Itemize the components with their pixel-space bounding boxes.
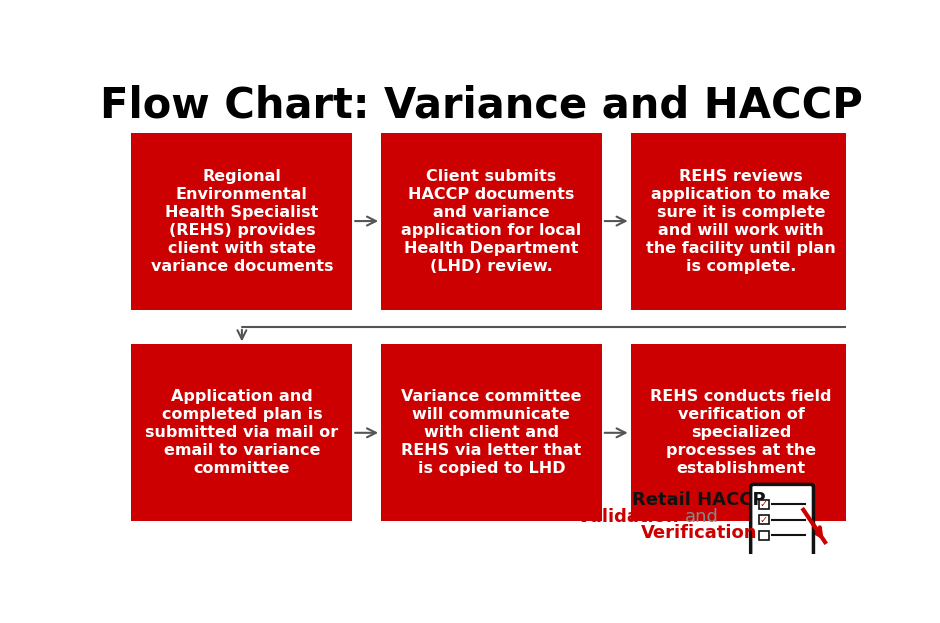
Text: Regional
Environmental
Health Specialist
(REHS) provides
client with state
varia: Regional Environmental Health Specialist… (150, 169, 333, 273)
Text: ✓: ✓ (760, 515, 768, 525)
FancyBboxPatch shape (760, 531, 769, 540)
Text: Variance committee
will communicate
with client and
REHS via letter that
is copi: Variance committee will communicate with… (401, 389, 582, 477)
Text: REHS conducts field
verification of
specialized
processes at the
establishment: REHS conducts field verification of spec… (650, 389, 832, 477)
Text: Application and
completed plan is
submitted via mail or
email to variance
commit: Application and completed plan is submit… (146, 389, 338, 477)
FancyBboxPatch shape (132, 345, 352, 521)
FancyBboxPatch shape (751, 485, 813, 558)
FancyBboxPatch shape (760, 515, 769, 525)
Text: Client submits
HACCP documents
and variance
application for local
Health Departm: Client submits HACCP documents and varia… (401, 169, 582, 273)
FancyBboxPatch shape (381, 345, 602, 521)
Text: Retail HACCP: Retail HACCP (632, 490, 765, 508)
Text: Flow Chart: Variance and HACCP: Flow Chart: Variance and HACCP (101, 85, 863, 126)
FancyBboxPatch shape (381, 133, 602, 310)
FancyBboxPatch shape (631, 345, 852, 521)
FancyBboxPatch shape (132, 133, 352, 310)
Text: REHS reviews
application to make
sure it is complete
and will work with
the faci: REHS reviews application to make sure it… (646, 169, 836, 273)
FancyBboxPatch shape (760, 500, 769, 509)
Text: Validation: Validation (577, 508, 685, 525)
Text: ✓: ✓ (760, 500, 768, 510)
FancyBboxPatch shape (631, 133, 852, 310)
Text: and: and (685, 508, 719, 525)
Text: Verification: Verification (640, 525, 757, 543)
